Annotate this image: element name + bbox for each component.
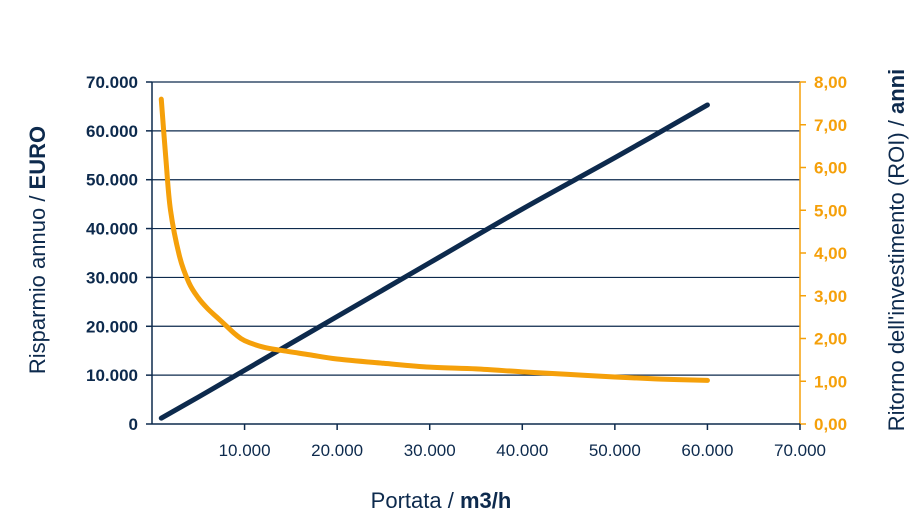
right-tick-label: 1,00 (814, 372, 847, 391)
x-tick-label: 50.000 (589, 441, 641, 460)
right-tick-label: 3,00 (814, 287, 847, 306)
left-tick-label: 60.000 (86, 122, 138, 141)
roi-series-line (158, 96, 710, 383)
x-tick-label: 30.000 (404, 441, 456, 460)
x-tick-label: 20.000 (311, 441, 363, 460)
left-tick-label: 0 (129, 415, 138, 434)
x-tick-label: 60.000 (681, 441, 733, 460)
right-axis-title: Ritorno dell'investimento (ROI) / anni (884, 69, 909, 431)
labels-layer: 0 10.000 20.000 30.000 40.000 50.000 60.000 70.… (86, 73, 847, 460)
axes-layer (146, 81, 806, 430)
x-tick-label: 10.000 (219, 441, 271, 460)
left-tick-label: 20.000 (86, 317, 138, 336)
left-tick-label: 50.000 (86, 171, 138, 190)
left-tick-label: 70.000 (86, 73, 138, 92)
right-tick-label: 7,00 (814, 116, 847, 135)
x-tick-label: 70.000 (774, 441, 826, 460)
right-tick-label: 0,00 (814, 415, 847, 434)
right-tick-label: 8,00 (814, 73, 847, 92)
savings-series-line (158, 102, 710, 421)
right-tick-label: 4,00 (814, 244, 847, 263)
x-tick-label: 40.000 (496, 441, 548, 460)
grid-layer (152, 81, 800, 376)
left-tick-label: 10.000 (86, 366, 138, 385)
left-tick-label: 30.000 (86, 268, 138, 287)
left-tick-label: 40.000 (86, 220, 138, 239)
series-layer (158, 96, 710, 421)
right-tick-label: 2,00 (814, 330, 847, 349)
right-tick-label: 5,00 (814, 201, 847, 220)
right-tick-label: 6,00 (814, 159, 847, 178)
left-axis-title: Risparmio annuo / EURO (25, 126, 50, 374)
x-axis-title: Portata / m3/h (371, 488, 512, 513)
